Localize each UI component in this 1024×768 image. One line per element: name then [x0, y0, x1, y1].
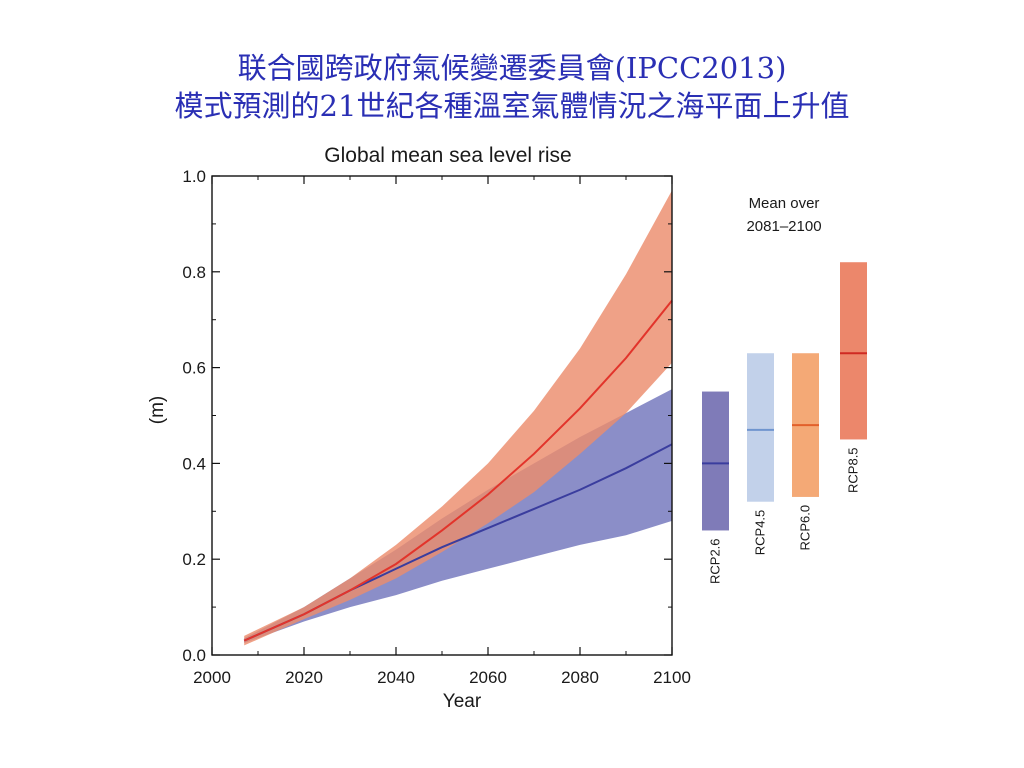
y-tick-label-0.0: 0.0 [182, 646, 206, 665]
range-bar-rcp26 [702, 391, 729, 531]
bar-label-rcp60: RCP6.0 [798, 505, 813, 551]
slide-title-line2: 模式預測的21世紀各種溫室氣體情況之海平面上升值 [174, 89, 850, 123]
chart-title: Global mean sea level rise [324, 144, 571, 167]
x-tick-label-2040: 2040 [377, 668, 415, 687]
y-tick-label-1.0: 1.0 [182, 167, 206, 186]
y-tick-label-0.4: 0.4 [182, 454, 206, 473]
mean-panel: RCP2.6 RCP4.5 RCP6.0 RCP8.5 [702, 262, 867, 584]
mean-panel-title-line2: 2081–2100 [746, 218, 821, 235]
range-bar-rcp85 [840, 262, 867, 440]
plot-area: 2000 2020 2040 2060 2080 2100 0.0 0.2 0.4 0.6 0.8 1… [182, 167, 691, 687]
y-tick-label-0.8: 0.8 [182, 263, 206, 282]
y-axis-title: (m) [147, 396, 168, 424]
x-tick-label-2080: 2080 [561, 668, 599, 687]
mean-line-rcp85 [243, 299, 673, 642]
slide-title-line1: 联合國跨政府氣候變遷委員會(IPCC2013) [237, 51, 787, 85]
mean-panel-title-line1: Mean over [749, 195, 820, 212]
x-tick-label-2100: 2100 [653, 668, 691, 687]
x-tick-label-2060: 2060 [469, 668, 507, 687]
x-tick-label-2020: 2020 [285, 668, 323, 687]
uncertainty-band-rcp85 [244, 190, 672, 646]
range-bar-rcp45 [747, 353, 774, 502]
bar-label-rcp26: RCP2.6 [708, 538, 723, 584]
bar-label-rcp85: RCP8.5 [846, 447, 861, 493]
y-tick-label-0.2: 0.2 [182, 550, 206, 569]
x-tick-label-2000: 2000 [193, 668, 231, 687]
y-tick-label-0.6: 0.6 [182, 359, 206, 378]
bar-label-rcp45: RCP4.5 [753, 510, 768, 556]
x-axis-title: Year [443, 691, 482, 712]
